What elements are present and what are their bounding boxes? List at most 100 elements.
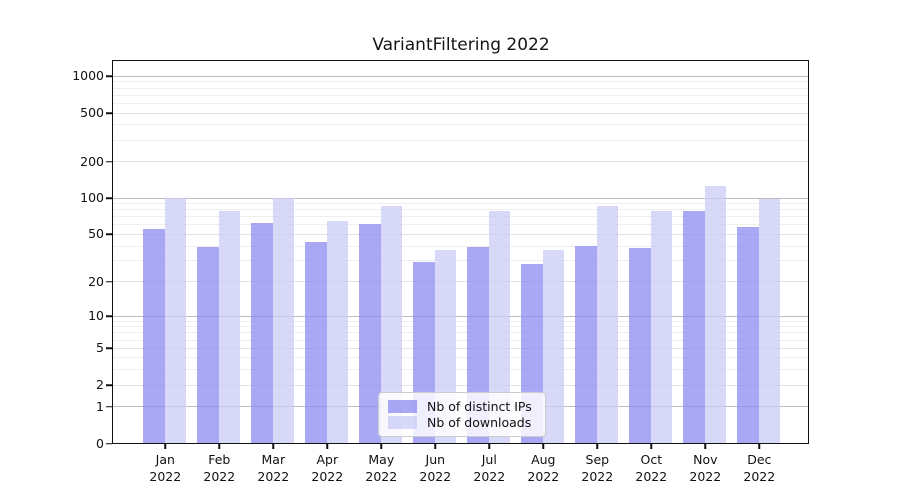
x-tick-mark	[164, 443, 167, 449]
x-tick-mark	[218, 443, 221, 449]
legend-item-downloads: Nb of downloads	[388, 415, 536, 430]
x-tick-mark	[326, 443, 329, 449]
y-tick-label: 50	[88, 226, 104, 242]
x-tick-label-may: May 2022	[365, 452, 398, 484]
x-tick-label-dec: Dec 2022	[743, 452, 776, 484]
legend-label-downloads: Nb of downloads	[427, 415, 532, 431]
legend-item-distinct-ips: Nb of distinct IPs	[388, 399, 536, 414]
x-tick-mark	[758, 443, 761, 449]
minor-gridline	[113, 245, 808, 247]
x-tick-mark	[596, 443, 599, 449]
bar-may-ips	[359, 223, 381, 443]
major-gridline	[113, 197, 808, 199]
bar-apr-ips	[305, 241, 327, 443]
gridline	[113, 233, 808, 235]
plot-area	[112, 60, 809, 444]
bar-oct-ips	[629, 248, 651, 443]
bar-sep-ips	[575, 245, 597, 443]
minor-gridline	[113, 339, 808, 341]
bar-feb-downloads	[218, 211, 241, 443]
bar-apr-downloads	[326, 221, 349, 443]
minor-gridline	[113, 209, 808, 211]
y-tick-label: 5	[96, 340, 104, 355]
minor-gridline	[113, 102, 808, 104]
y-tick-mark	[106, 75, 112, 77]
y-tick-label: 10	[88, 307, 104, 323]
minor-gridline	[113, 326, 808, 328]
bar-mar-downloads	[272, 197, 295, 443]
legend: Nb of distinct IPs Nb of downloads	[378, 392, 546, 437]
x-tick-label-oct: Oct 2022	[635, 452, 668, 484]
gridline	[113, 281, 808, 283]
x-tick-label-feb: Feb 2022	[203, 452, 236, 484]
bar-dec-ips	[737, 227, 759, 443]
minor-gridline	[113, 94, 808, 96]
bar-feb-ips	[197, 246, 219, 443]
y-tick-mark	[106, 315, 112, 317]
minor-gridline	[113, 320, 808, 322]
bar-sep-downloads	[596, 206, 619, 443]
minor-gridline	[113, 124, 808, 126]
y-tick-label: 1000	[72, 67, 104, 83]
minor-gridline	[113, 332, 808, 334]
x-tick-label-mar: Mar 2022	[257, 452, 290, 484]
x-tick-label-apr: Apr 2022	[311, 452, 344, 484]
gridline	[113, 347, 808, 349]
major-gridline	[113, 75, 808, 77]
x-tick-label-nov: Nov 2022	[689, 452, 722, 484]
y-tick-mark	[106, 280, 112, 283]
legend-swatch-distinct-ips	[388, 399, 417, 413]
x-tick-label-aug: Aug 2022	[527, 452, 560, 484]
y-tick-label: 100	[80, 189, 104, 205]
minor-gridline	[113, 224, 808, 226]
y-axis-tick-marks	[106, 62, 112, 445]
x-tick-mark	[704, 443, 707, 449]
gridline	[113, 384, 808, 386]
minor-gridline	[113, 139, 808, 141]
bar-jan-ips	[143, 229, 165, 443]
y-tick-mark	[106, 112, 112, 114]
bar-may-downloads	[380, 206, 403, 443]
minor-gridline	[113, 369, 808, 371]
y-tick-label: 20	[88, 273, 104, 289]
legend-swatch-downloads	[388, 416, 417, 430]
minor-gridline	[113, 203, 808, 205]
bar-jul-downloads	[488, 211, 511, 443]
x-tick-label-jan: Jan 2022	[149, 452, 182, 484]
y-tick-mark	[106, 233, 112, 236]
bar-jan-downloads	[164, 197, 187, 443]
bar-oct-downloads	[650, 211, 673, 443]
y-tick-mark	[106, 442, 112, 445]
x-tick-label-sep: Sep 2022	[581, 452, 614, 484]
major-gridline	[113, 315, 808, 317]
y-tick-mark	[106, 197, 112, 199]
x-tick-label-jun: Jun 2022	[419, 452, 452, 484]
x-tick-label-jul: Jul 2022	[473, 452, 506, 484]
minor-gridline	[113, 81, 808, 83]
gridline	[113, 161, 808, 163]
x-tick-mark	[272, 443, 275, 449]
minor-gridline	[113, 260, 808, 262]
y-tick-mark	[106, 160, 112, 163]
x-tick-mark	[434, 443, 437, 449]
bar-dec-downloads	[758, 199, 781, 443]
minor-gridline	[113, 216, 808, 218]
y-tick-label: 0	[96, 435, 104, 451]
x-axis-tick-marks	[114, 443, 809, 450]
y-tick-mark	[106, 384, 112, 386]
y-tick-label: 200	[80, 153, 104, 169]
y-axis-tick-labels: 0 1 2 5 10 20 50 100 200 500 1000	[0, 62, 104, 448]
bar-nov-downloads	[704, 186, 727, 443]
x-axis-tick-labels: Jan 2022 Feb 2022 Mar 2022 Apr 2022 May 2022 Jun 20…	[114, 451, 809, 491]
minor-gridline	[113, 87, 808, 89]
y-tick-label: 500	[80, 104, 104, 120]
bar-aug-downloads	[542, 249, 565, 443]
y-tick-mark	[106, 405, 112, 408]
legend-label-distinct-ips: Nb of distinct IPs	[427, 398, 532, 414]
x-tick-mark	[542, 443, 545, 449]
bar-mar-ips	[251, 222, 273, 443]
bar-nov-ips	[683, 211, 705, 443]
y-tick-label: 1	[96, 398, 104, 414]
y-tick-label: 2	[96, 376, 104, 392]
